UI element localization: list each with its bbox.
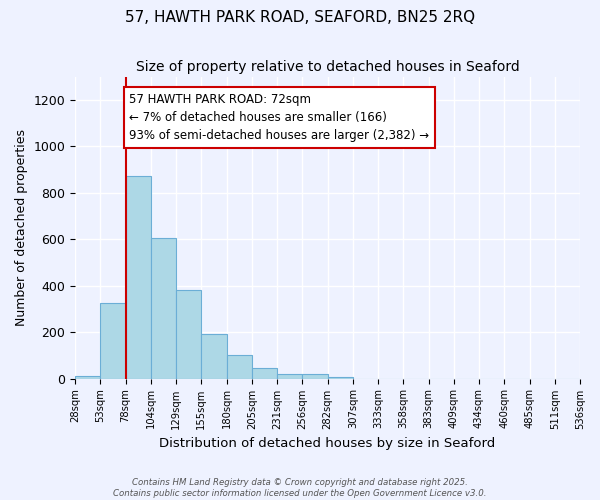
Bar (151, 238, 176, 378)
Bar (202, 334, 227, 378)
Bar (302, 374, 328, 378)
Y-axis label: Number of detached properties: Number of detached properties (15, 129, 28, 326)
Bar (100, 303, 125, 378)
Bar (277, 374, 302, 378)
Title: Size of property relative to detached houses in Seaford: Size of property relative to detached ho… (136, 60, 520, 74)
Text: 57 HAWTH PARK ROAD: 72sqm
← 7% of detached houses are smaller (166)
93% of semi-: 57 HAWTH PARK ROAD: 72sqm ← 7% of detach… (130, 93, 430, 142)
Bar (75, 376, 100, 378)
Text: Contains HM Land Registry data © Crown copyright and database right 2025.
Contai: Contains HM Land Registry data © Crown c… (113, 478, 487, 498)
Bar (252, 368, 277, 378)
Bar (227, 356, 252, 378)
Bar (125, 176, 151, 378)
Text: 57, HAWTH PARK ROAD, SEAFORD, BN25 2RQ: 57, HAWTH PARK ROAD, SEAFORD, BN25 2RQ (125, 10, 475, 25)
Bar (176, 290, 202, 378)
X-axis label: Distribution of detached houses by size in Seaford: Distribution of detached houses by size … (160, 437, 496, 450)
